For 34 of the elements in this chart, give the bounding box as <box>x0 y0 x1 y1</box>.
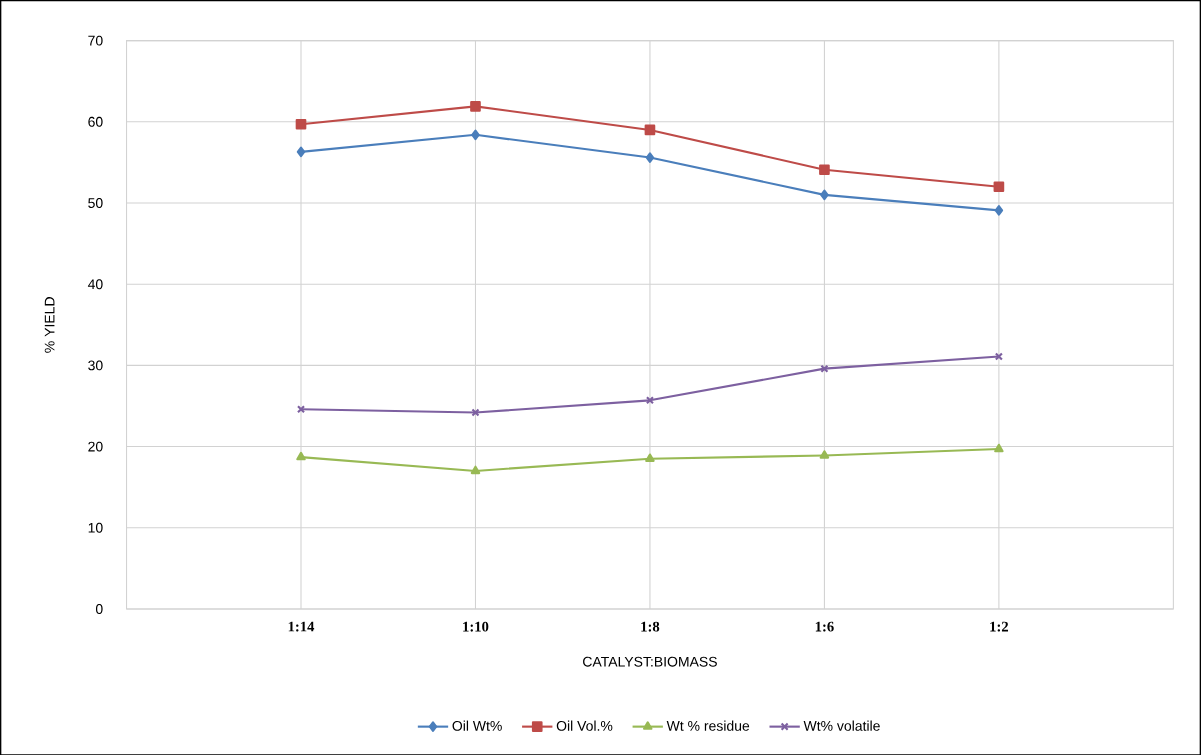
point <box>296 146 306 157</box>
point <box>994 443 1004 452</box>
y-tick-label: 60 <box>88 116 103 127</box>
point <box>819 164 830 175</box>
point <box>994 204 1004 216</box>
x-tick-label: 1:10 <box>463 621 489 632</box>
y-tick-label: 10 <box>88 522 103 533</box>
point <box>295 118 307 130</box>
y-tick-label: 50 <box>88 197 103 208</box>
point <box>645 453 655 462</box>
legend-label: Oil Wt% <box>452 720 502 731</box>
x-tick-label: 1:2 <box>990 621 1009 632</box>
point <box>296 451 306 461</box>
point <box>644 124 656 136</box>
legend-label: Wt% volatile <box>803 720 880 731</box>
x-tick-label: 1:14 <box>288 621 315 632</box>
legend-label: Wt % residue <box>666 720 750 731</box>
point <box>993 181 1005 192</box>
legend-label: Oil Vol.% <box>556 720 613 731</box>
x-axis-title: CATALYST:BIOMASS <box>583 656 717 667</box>
y-tick-label: 40 <box>87 279 103 289</box>
point <box>645 151 655 163</box>
y-tick-label: 0 <box>95 603 103 614</box>
point <box>820 189 829 200</box>
point <box>470 100 481 112</box>
y-tick-label: 20 <box>88 441 103 452</box>
y-axis-title: % YIELD <box>44 296 55 353</box>
point <box>819 449 830 459</box>
point <box>470 465 481 474</box>
x-tick-label: 1:6 <box>815 621 834 632</box>
y-tick-label: 70 <box>88 35 103 46</box>
y-tick-label: 30 <box>88 360 103 371</box>
x-tick-label: 1:8 <box>641 621 660 632</box>
point <box>471 129 480 140</box>
